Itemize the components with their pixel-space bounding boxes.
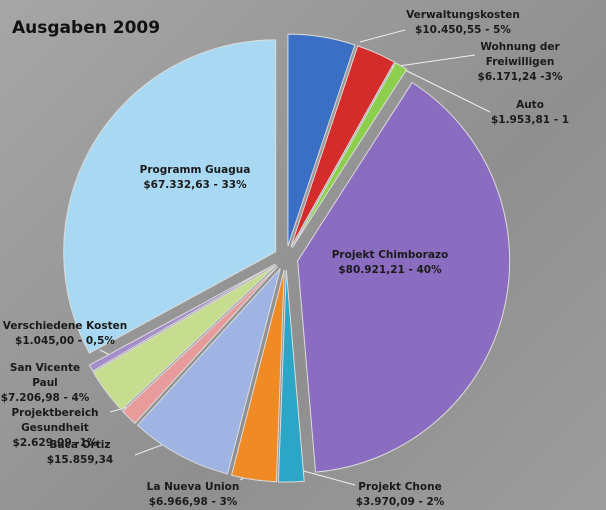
data-label: Projektbereich Gesundheit $2.629,09 -1% bbox=[0, 406, 110, 451]
data-label: Verschiedene Kosten $1.045,00 - 0,5% bbox=[0, 319, 130, 349]
pie-slice bbox=[291, 62, 408, 248]
pie-slice bbox=[63, 39, 277, 354]
category-label: Baca Ortiz bbox=[49, 439, 111, 451]
value-label: $15.859,34 bbox=[46, 454, 114, 466]
value-label: $1.045,00 - 0,5% bbox=[15, 335, 115, 347]
leader-line bbox=[404, 69, 491, 113]
data-label: San Vicente Paul $7.206,98 - 4% bbox=[0, 361, 93, 406]
value-label: $80.921,21 - 40% bbox=[338, 264, 442, 276]
category-label: Projektbereich Gesundheit bbox=[11, 407, 99, 434]
value-label: $6.966,98 - 3% bbox=[148, 496, 238, 508]
pie-slice bbox=[287, 33, 356, 247]
value-label: $7.206,98 - 4% bbox=[0, 392, 90, 404]
value-label: $1.953,81 - 1 bbox=[490, 114, 570, 126]
value-label: $3.970,09 - 2% bbox=[355, 496, 445, 508]
value-label: $10.450,55 - 5% bbox=[415, 24, 511, 36]
category-label: Wohnung der Freiwilligen bbox=[480, 41, 560, 68]
value-label: $6.171,24 -3% bbox=[477, 71, 563, 83]
data-label: Projekt Chimborazo $80.921,21 - 40% bbox=[320, 248, 460, 278]
data-label: Verwaltungskosten $10.450,55 - 5% bbox=[398, 8, 528, 38]
data-label: Programm Guagua $67.332,63 - 33% bbox=[125, 163, 265, 193]
leader-line bbox=[359, 29, 406, 43]
value-label: $67.332,63 - 33% bbox=[143, 179, 247, 191]
pie-slice bbox=[277, 269, 305, 483]
leader-line bbox=[299, 469, 356, 486]
value-label: $2.629,09 -1% bbox=[12, 437, 98, 449]
data-label: Projekt Chone $3.970,09 - 2% bbox=[340, 480, 460, 510]
pie-slice bbox=[290, 45, 396, 248]
category-label: Programm Guagua bbox=[139, 164, 251, 176]
category-label: Auto bbox=[516, 99, 544, 111]
data-label: Wohnung der Freiwilligen $6.171,24 -3% bbox=[475, 40, 565, 85]
category-label: San Vicente Paul bbox=[9, 362, 81, 389]
pie-slice bbox=[88, 263, 276, 372]
category-label: La Nueva Union bbox=[146, 481, 240, 493]
category-label: Verschiedene Kosten bbox=[2, 320, 128, 332]
leader-line bbox=[99, 349, 111, 356]
pie-slice bbox=[230, 269, 285, 483]
data-label: Auto $1.953,81 - 1 bbox=[490, 98, 570, 128]
data-label: La Nueva Union $6.966,98 - 3% bbox=[133, 480, 253, 510]
pie-slice bbox=[297, 81, 511, 473]
category-label: Verwaltungskosten bbox=[406, 9, 520, 21]
data-label: Baca Ortiz $15.859,34 bbox=[30, 438, 130, 468]
pie-slice bbox=[136, 268, 281, 475]
pie-slice bbox=[92, 264, 277, 411]
category-label: Projekt Chone bbox=[358, 481, 442, 493]
category-label: Projekt Chimborazo bbox=[331, 249, 449, 261]
chart-title: Ausgaben 2009 bbox=[12, 18, 161, 38]
pie-slice bbox=[121, 266, 278, 425]
